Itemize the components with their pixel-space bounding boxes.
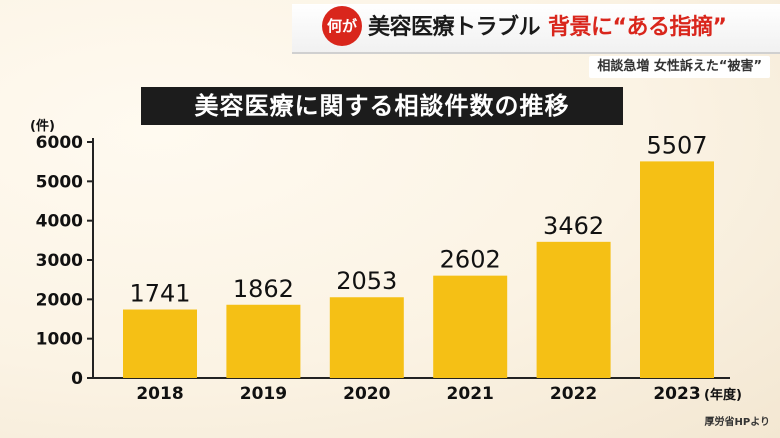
y-tick-label: 5000 xyxy=(36,172,83,192)
data-label-2023: 5507 xyxy=(646,131,707,159)
data-label-2018: 1741 xyxy=(129,280,190,308)
data-label-2019: 1862 xyxy=(233,275,294,303)
data-label-2021: 2602 xyxy=(440,246,501,274)
x-tick-label-2019: 2019 xyxy=(240,384,287,404)
data-label-2022: 3462 xyxy=(543,212,604,240)
bar-2021 xyxy=(433,276,507,378)
bar-2020 xyxy=(330,297,404,378)
y-tick-label: 2000 xyxy=(36,290,83,310)
y-tick-label: 3000 xyxy=(36,251,83,271)
bar-2019 xyxy=(226,305,300,378)
x-tick-label-2020: 2020 xyxy=(343,384,390,404)
x-tick-label-2022: 2022 xyxy=(550,384,597,404)
y-tick-label: 0 xyxy=(71,369,83,389)
bars: 1741 2018 1862 2019 2053 2020 2602 2021 3462 2022… xyxy=(123,131,714,404)
source-note: 厚労省HPより xyxy=(705,413,771,428)
y-tick-label: 1000 xyxy=(36,330,83,350)
data-label-2020: 2053 xyxy=(336,267,397,295)
bar-2022 xyxy=(537,242,611,378)
y-tick-label: 6000 xyxy=(36,133,83,153)
bar-2018 xyxy=(123,310,197,378)
x-tick-label-2023: 2023 xyxy=(653,384,700,404)
y-axis-unit: (件) xyxy=(30,118,55,134)
y-tick-label: 4000 xyxy=(36,212,83,232)
x-tick-label-2021: 2021 xyxy=(447,384,494,404)
bar-2023 xyxy=(640,161,714,378)
x-axis-unit: (年度) xyxy=(704,387,742,403)
x-tick-label-2018: 2018 xyxy=(136,384,183,404)
